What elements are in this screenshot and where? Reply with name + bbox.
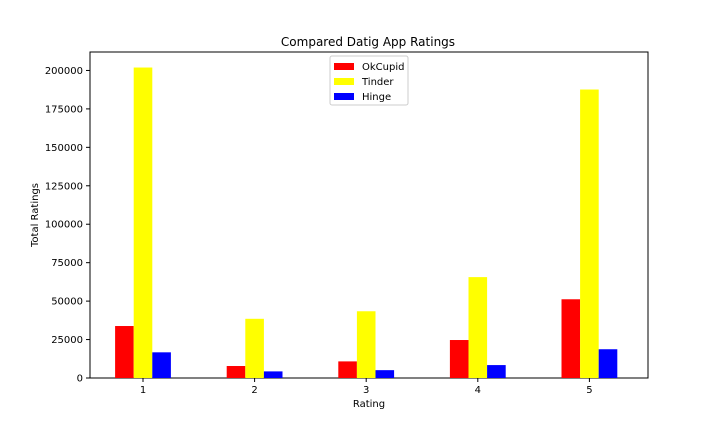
- legend-label-okcupid: OkCupid: [362, 62, 404, 73]
- bar-okcupid-rating-2: [226, 366, 246, 378]
- y-tick-label: 25000: [51, 335, 83, 346]
- legend-swatch-hinge: [334, 93, 354, 100]
- x-tick-label: 5: [586, 385, 592, 396]
- bar-hinge-rating-3: [375, 370, 395, 378]
- x-axis-label: Rating: [353, 399, 385, 410]
- chart-title: Compared Datig App Ratings: [281, 35, 455, 49]
- bar-hinge-rating-5: [598, 349, 618, 378]
- y-tick-label: 0: [77, 374, 83, 385]
- legend-label-tinder: Tinder: [361, 77, 394, 88]
- x-tick-label: 2: [251, 385, 257, 396]
- bar-hinge-rating-1: [152, 352, 171, 378]
- bar-okcupid-rating-3: [338, 361, 357, 378]
- legend: OkCupid Tinder Hinge: [329, 55, 409, 106]
- legend-label-hinge: Hinge: [362, 92, 391, 103]
- bar-okcupid-rating-1: [115, 326, 134, 378]
- bar-tinder-rating-4: [468, 277, 488, 378]
- y-tick-label: 200000: [45, 66, 83, 77]
- y-axis-label: Total Ratings: [30, 183, 41, 248]
- x-tick-label: 1: [140, 385, 146, 396]
- y-tick-label: 175000: [45, 104, 83, 115]
- bar-okcupid-rating-4: [449, 340, 469, 378]
- bar-tinder-rating-3: [356, 311, 376, 378]
- y-tick-label: 50000: [51, 297, 83, 308]
- bar-okcupid-rating-5: [561, 299, 581, 378]
- y-tick-label: 150000: [45, 143, 83, 154]
- bars-group: [115, 67, 618, 379]
- x-tick-label: 4: [475, 385, 481, 396]
- bar-tinder-rating-5: [580, 89, 599, 379]
- y-tick-label: 75000: [51, 258, 83, 269]
- y-tick-label: 125000: [45, 181, 83, 192]
- y-axis-ticks: 0 25000 50000 75000 100000 125000 150000 175000…: [45, 66, 90, 385]
- bar-tinder-rating-2: [245, 318, 264, 378]
- bar-hinge-rating-2: [263, 371, 283, 378]
- y-tick-label: 100000: [45, 220, 83, 231]
- bar-hinge-rating-4: [487, 365, 506, 378]
- x-tick-label: 3: [363, 385, 369, 396]
- bar-tinder-rating-1: [133, 67, 153, 378]
- x-axis-ticks: 1 2 3 4 5: [140, 378, 593, 396]
- legend-swatch-tinder: [334, 78, 354, 85]
- legend-swatch-okcupid: [334, 63, 354, 70]
